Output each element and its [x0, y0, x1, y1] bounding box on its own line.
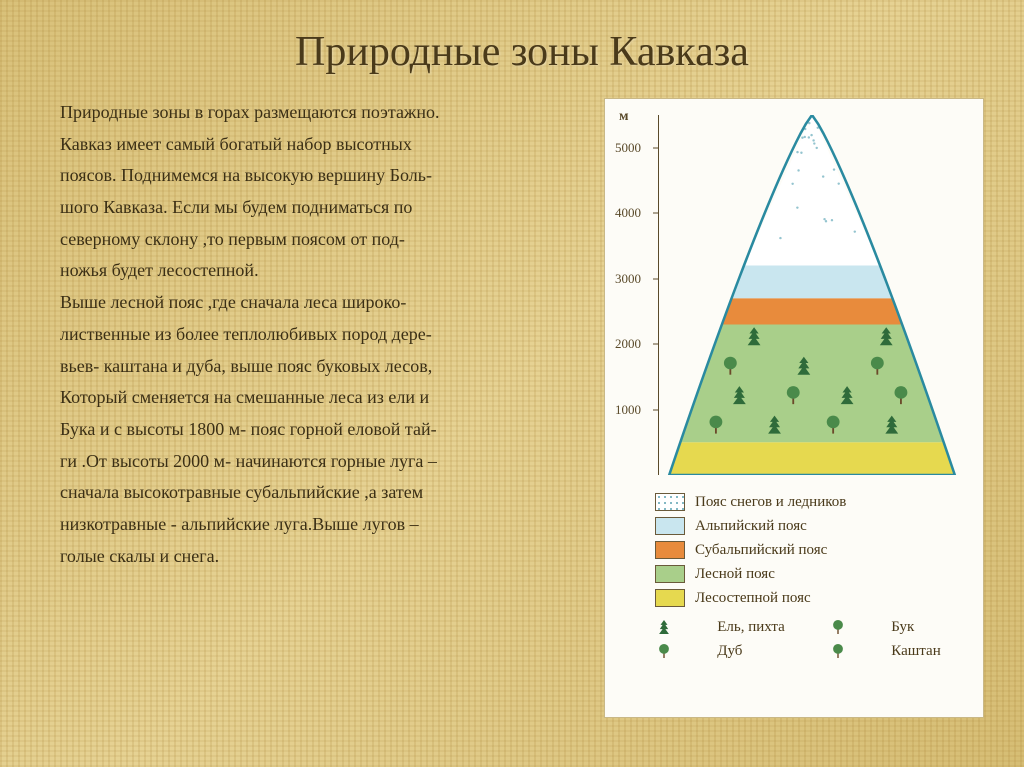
- legend-row: Пояс снегов и ледников: [655, 493, 975, 511]
- body-line: сначала высокотравные субальпийские ,а з…: [60, 478, 584, 508]
- body-line: поясов. Поднимемся на высокую вершину Бо…: [60, 161, 584, 191]
- legend-row: Субальпийский пояс: [655, 541, 975, 559]
- legend-swatch: [655, 565, 685, 583]
- y-tick-label: 2000: [615, 336, 641, 352]
- content-row: Природные зоны в горах размещаются поэта…: [60, 98, 984, 718]
- mountain-figure: м 10002000300040005000 Пояс снегов и лед…: [604, 98, 984, 718]
- tree-legend-label: Ель, пихта: [717, 619, 819, 636]
- body-line: Природные зоны в горах размещаются поэта…: [60, 98, 584, 128]
- legend-row: Лесной пояс: [655, 565, 975, 583]
- y-tick-label: 3000: [615, 271, 641, 287]
- body-line: северному склону ,то первым поясом от по…: [60, 225, 584, 255]
- mountain-svg: [659, 115, 965, 475]
- legend-label: Субальпийский пояс: [695, 542, 827, 559]
- legend-row: Лесостепной пояс: [655, 589, 975, 607]
- body-line: шого Кавказа. Если мы будем подниматься …: [60, 193, 584, 223]
- zone-band: [669, 442, 955, 475]
- legend-label: Пояс снегов и ледников: [695, 494, 846, 511]
- zone-band: [744, 115, 880, 266]
- y-tick-label: 4000: [615, 205, 641, 221]
- body-line: лиственные из более теплолюбивых пород д…: [60, 320, 584, 350]
- tree-legend-label: Каштан: [891, 643, 975, 660]
- tree-legend-label: Бук: [891, 619, 975, 636]
- zone-band: [722, 298, 902, 324]
- zone-band: [732, 266, 893, 299]
- legend-row: Альпийский пояс: [655, 517, 975, 535]
- tree-legend: Ель, пихта Бук Дуб Каштан: [655, 617, 975, 661]
- body-line: вьев- каштана и дуба, выше пояс буковых …: [60, 352, 584, 382]
- legend-label: Лесостепной пояс: [695, 590, 811, 607]
- page-title: Природные зоны Кавказа: [60, 28, 984, 76]
- legend-swatch: [655, 493, 685, 511]
- legend-swatch: [655, 517, 685, 535]
- body-line: Бука и с высоты 1800 м- пояс горной елов…: [60, 415, 584, 445]
- body-line: Кавказ имеет самый богатый набор высотны…: [60, 130, 584, 160]
- body-line: голые скалы и снега.: [60, 542, 584, 572]
- legend-swatch: [655, 589, 685, 607]
- legend-label: Лесной пояс: [695, 566, 775, 583]
- body-text: Природные зоны в горах размещаются поэта…: [60, 98, 584, 718]
- broadleaf-icon: [829, 617, 847, 637]
- zone-legend: Пояс снегов и ледников Альпийский пояс Суб…: [655, 493, 975, 607]
- y-tick-label: 5000: [615, 140, 641, 156]
- legend-swatch: [655, 541, 685, 559]
- body-line: ги .От высоты 2000 м- начинаются горные …: [60, 447, 584, 477]
- mountain-chart: м 10002000300040005000: [659, 115, 965, 475]
- body-line: ножья будет лесостепной.: [60, 256, 584, 286]
- slide: Природные зоны Кавказа Природные зоны в …: [0, 0, 1024, 767]
- chestnut-icon: [829, 641, 847, 661]
- y-tick-label: 1000: [615, 402, 641, 418]
- tree-legend-label: Дуб: [717, 643, 819, 660]
- body-line: низкотравные - альпийские луга.Выше луго…: [60, 510, 584, 540]
- spruce-icon: [655, 617, 673, 637]
- axis-label-m: м: [619, 109, 629, 125]
- body-line: Выше лесной пояс ,где сначала леса широк…: [60, 288, 584, 318]
- oak-icon: [655, 641, 673, 661]
- body-line: Который сменяется на смешанные леса из е…: [60, 383, 584, 413]
- legend-label: Альпийский пояс: [695, 518, 807, 535]
